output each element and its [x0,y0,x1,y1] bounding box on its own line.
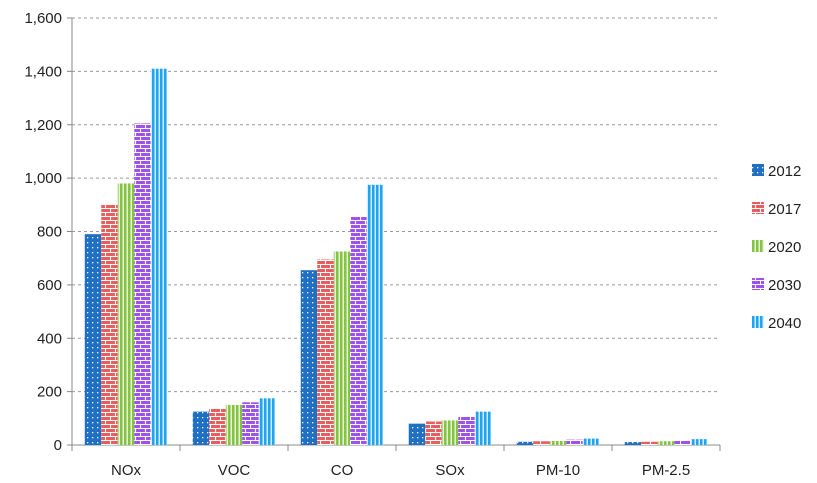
bar-2012-nox [85,234,102,445]
legend-swatch-2020 [752,240,764,252]
x-tick-label: PM-2.5 [642,462,690,479]
y-tick-label: 400 [37,330,62,347]
bar-2012-pm25 [625,442,642,445]
bar-2040-sox [475,412,492,445]
legend: 2012 2017 2020 2030 2040 [752,163,801,332]
bar-2020-voc [226,405,243,445]
gridlines [72,18,720,392]
bar-2040-pm25 [691,439,708,445]
y-tick-label: 800 [37,224,62,241]
x-tick-label: SOx [435,462,465,479]
bar-2012-pm10 [517,442,534,445]
y-tick-label: 1,400 [24,63,62,80]
x-tick-label: CO [331,462,354,479]
legend-label-2040: 2040 [768,315,801,332]
bar-2030-sox [458,417,475,445]
bar-2040-co [367,185,384,445]
bar-2012-sox [409,424,426,445]
bar-2017-voc [209,409,226,445]
bar-2012-co [301,270,318,445]
legend-swatch-2030 [752,278,764,290]
bar-2017-pm10 [533,441,550,445]
bar-2030-pm10 [566,440,583,445]
legend-swatch-2017 [752,202,764,214]
x-tick-label: VOC [218,462,251,479]
bar-2020-nox [118,183,135,445]
legend-label-2030: 2030 [768,277,801,294]
legend-label-2020: 2020 [768,239,801,256]
x-tick-label: NOx [111,462,142,479]
bar-2030-nox [134,123,151,445]
legend-label-2017: 2017 [768,201,801,218]
y-tick-label: 1,200 [24,117,62,134]
bar-2040-nox [151,69,168,445]
bar-2020-pm10 [550,441,567,445]
bar-2017-co [317,260,334,445]
y-tick-label: 1,600 [24,10,62,27]
bar-2017-sox [425,422,442,445]
x-tick-label: PM-10 [536,462,580,479]
legend-swatch-2012 [752,164,764,176]
y-tick-label: 0 [54,437,62,454]
bar-2017-nox [101,205,118,445]
legend-swatch-2040 [752,316,764,328]
bar-2030-voc [242,402,259,445]
y-tick-label: 600 [37,277,62,294]
y-tick-label: 1,000 [24,170,62,187]
bar-2030-co [350,217,367,445]
bar-2040-voc [259,398,276,445]
bar-2012-voc [193,412,210,445]
bar-2030-pm25 [674,440,691,445]
bar-2020-sox [442,420,459,445]
bar-2017-pm25 [641,442,658,445]
y-tick-label: 200 [37,384,62,401]
legend-label-2012: 2012 [768,163,801,180]
bar-2020-pm25 [658,441,675,445]
bar-2020-co [334,252,351,445]
bar-2040-pm10 [583,439,600,445]
